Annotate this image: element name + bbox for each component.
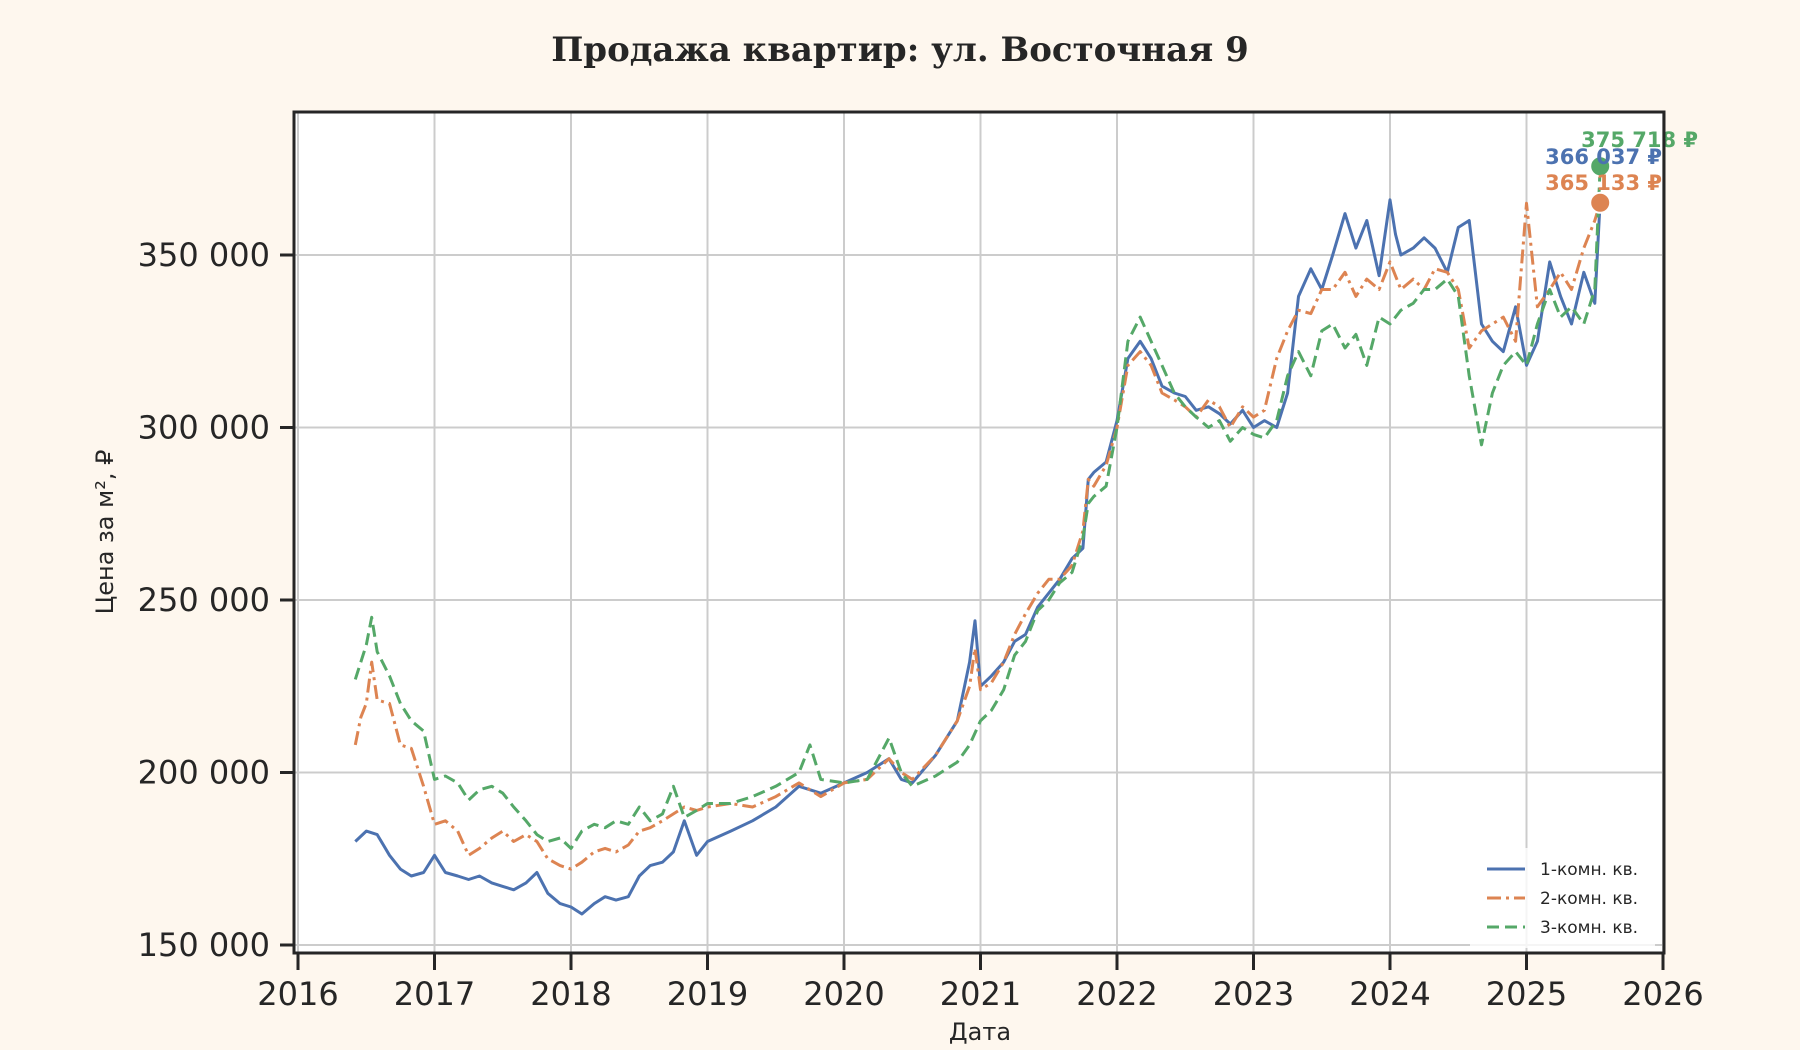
x-tick-label: 2021 <box>940 975 1021 1013</box>
chart-title: Продажа квартир: ул. Восточная 9 <box>551 30 1249 70</box>
annotation-label: 375 718 ₽ <box>1581 128 1698 152</box>
legend: 1-комн. кв. 2-комн. кв. 3-комн. кв. <box>1470 848 1655 948</box>
y-tick-label: 350 000 <box>138 236 270 274</box>
annotation-label: 366 037 ₽ <box>1545 145 1662 169</box>
data-series <box>353 166 1602 916</box>
y-tick-label: 300 000 <box>138 409 270 447</box>
x-tick-label: 2024 <box>1349 975 1430 1013</box>
y-tick-label: 150 000 <box>138 926 270 964</box>
x-tick-label: 2019 <box>667 975 748 1013</box>
x-axis-label: Дата <box>949 1018 1011 1046</box>
x-tick-label: 2025 <box>1486 975 1567 1013</box>
legend-label: 1-комн. кв. <box>1540 860 1638 880</box>
x-tick-label: 2017 <box>394 975 475 1013</box>
series-line-2 <box>353 201 1602 871</box>
y-axis: 150 000 200 000 250 000 300 000 350 000 <box>138 236 294 964</box>
series-line-1 <box>354 198 1602 916</box>
series-line-3 <box>353 166 1602 850</box>
x-tick-label: 2023 <box>1213 975 1294 1013</box>
x-tick-label: 2020 <box>803 975 884 1013</box>
x-axis: 2016 2017 2018 2019 2020 2021 2022 2023 2024 2025… <box>257 953 1704 1013</box>
x-tick-label: 2016 <box>257 975 338 1013</box>
end-marker-2 <box>1589 191 1612 214</box>
gridlines <box>294 112 1664 953</box>
y-tick-label: 250 000 <box>138 581 270 619</box>
end-annotations: 375 718 ₽366 037 ₽365 133 ₽ <box>1545 128 1698 214</box>
annotation-label: 365 133 ₽ <box>1545 171 1662 195</box>
x-tick-label: 2022 <box>1076 975 1157 1013</box>
y-tick-label: 200 000 <box>138 754 270 792</box>
plot-area <box>294 112 1664 953</box>
x-tick-label: 2018 <box>530 975 611 1013</box>
legend-label: 2-комн. кв. <box>1540 889 1638 909</box>
x-tick-label: 2026 <box>1622 975 1703 1013</box>
end-marker-3 <box>1589 155 1612 178</box>
y-axis-label: Цена за м², ₽ <box>91 450 119 615</box>
legend-label: 3-комн. кв. <box>1540 918 1638 938</box>
